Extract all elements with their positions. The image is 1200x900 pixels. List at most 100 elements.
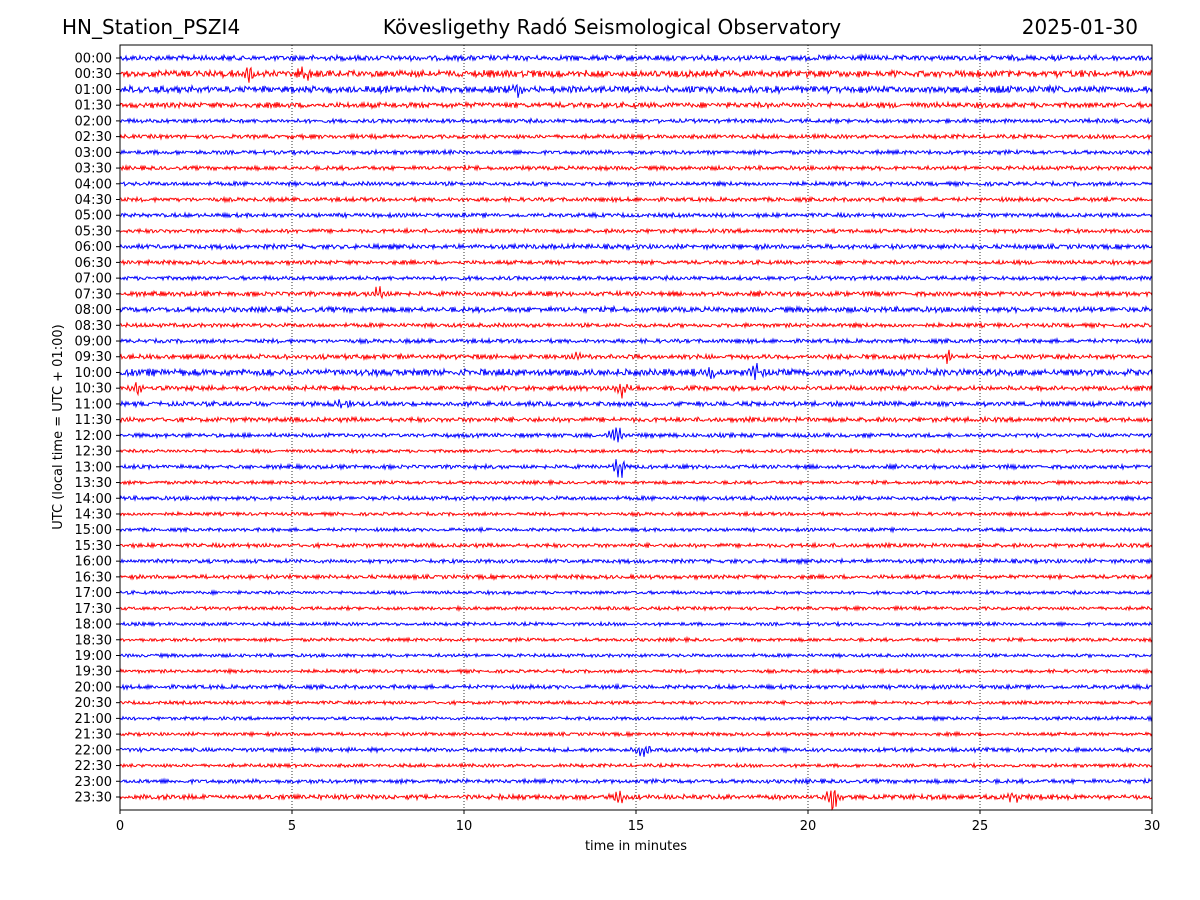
trace-1100 [119, 399, 1153, 409]
trace-0100 [119, 83, 1153, 98]
trace-1530 [119, 541, 1153, 550]
trace-1230 [119, 447, 1153, 455]
y-tick-label: 08:00 [75, 303, 112, 318]
trace-2100 [119, 714, 1153, 723]
station-title: HN_Station_PSZI4 [62, 15, 241, 39]
trace-1930 [119, 667, 1153, 676]
y-tick-label: 03:30 [75, 162, 112, 177]
y-tick-label: 09:00 [75, 335, 112, 350]
trace-2300 [119, 777, 1153, 786]
trace-1130 [119, 415, 1153, 424]
y-tick-label: 22:00 [75, 743, 112, 758]
x-tick-label: 0 [116, 819, 124, 834]
y-tick-label: 09:30 [75, 350, 112, 365]
trace-1200 [119, 427, 1153, 443]
trace-0230 [119, 132, 1153, 141]
y-tick-label: 02:00 [75, 114, 112, 129]
trace-0700 [119, 274, 1153, 283]
x-tick-label: 30 [1144, 819, 1161, 834]
y-tick-label: 20:00 [75, 680, 112, 695]
y-tick-label: 13:00 [75, 460, 112, 475]
trace-0130 [119, 100, 1153, 110]
y-tick-label: 21:30 [75, 728, 112, 743]
trace-0930 [119, 349, 1153, 365]
trace-0000 [119, 53, 1153, 63]
y-tick-label: 08:30 [75, 319, 112, 334]
trace-1630 [119, 572, 1153, 581]
y-tick-label: 21:00 [75, 712, 112, 727]
y-tick-label: 23:30 [75, 791, 112, 806]
trace-0430 [119, 195, 1153, 204]
trace-1800 [119, 620, 1153, 628]
y-tick-label: 23:00 [75, 775, 112, 790]
y-tick-label: 06:30 [75, 256, 112, 271]
trace-1500 [119, 526, 1153, 534]
y-tick-label: 20:30 [75, 696, 112, 711]
trace-2200 [119, 745, 1153, 757]
trace-0500 [119, 211, 1153, 220]
trace-0030 [119, 66, 1153, 83]
trace-1000 [119, 363, 1153, 380]
date-title: 2025-01-30 [1021, 15, 1138, 39]
x-tick-label: 15 [628, 819, 645, 834]
y-tick-label: 18:30 [75, 633, 112, 648]
y-axis-label: UTC (local time = UTC + 01:00) [51, 324, 66, 529]
y-tick-label: 04:00 [75, 177, 112, 192]
trace-2330 [119, 790, 1153, 811]
y-tick-label: 11:00 [75, 397, 112, 412]
trace-0630 [119, 258, 1153, 267]
y-tick-label: 05:30 [75, 224, 112, 239]
y-tick-label: 04:30 [75, 193, 112, 208]
y-tick-label: 13:30 [75, 476, 112, 491]
y-tick-label: 00:00 [75, 52, 112, 67]
y-tick-label: 15:00 [75, 523, 112, 538]
y-tick-label: 01:00 [75, 83, 112, 98]
y-tick-label: 17:00 [75, 586, 112, 601]
trace-1030 [119, 382, 1153, 399]
y-tick-label: 00:30 [75, 67, 112, 82]
trace-1700 [119, 588, 1153, 597]
y-tick-label: 16:30 [75, 570, 112, 585]
y-tick-label: 10:00 [75, 366, 112, 381]
trace-1900 [119, 652, 1153, 660]
y-tick-label: 02:30 [75, 130, 112, 145]
trace-0530 [119, 226, 1153, 235]
y-tick-label: 03:00 [75, 146, 112, 161]
trace-1730 [119, 604, 1153, 613]
y-tick-label: 15:30 [75, 539, 112, 554]
x-tick-label: 10 [456, 819, 473, 834]
y-tick-label: 11:30 [75, 413, 112, 428]
trace-0900 [119, 337, 1153, 346]
y-tick-label: 10:30 [75, 382, 112, 397]
x-tick-label: 5 [288, 819, 296, 834]
trace-2030 [119, 699, 1153, 707]
y-tick-label: 07:30 [75, 287, 112, 302]
y-tick-label: 19:00 [75, 649, 112, 664]
y-tick-label: 06:00 [75, 240, 112, 255]
trace-2130 [119, 730, 1153, 738]
trace-0730 [119, 286, 1153, 300]
y-tick-label: 18:00 [75, 618, 112, 633]
y-tick-label: 01:30 [75, 99, 112, 114]
x-tick-label: 20 [800, 819, 817, 834]
y-tick-label: 07:00 [75, 272, 112, 287]
trace-1330 [119, 478, 1153, 487]
trace-0830 [120, 321, 1153, 330]
y-tick-label: 12:00 [75, 429, 112, 444]
trace-0400 [119, 179, 1153, 188]
y-tick-label: 16:00 [75, 555, 112, 570]
trace-2230 [119, 761, 1153, 769]
y-tick-label: 05:00 [75, 209, 112, 224]
y-tick-label: 14:30 [75, 507, 112, 522]
trace-1430 [119, 510, 1153, 518]
trace-0200 [119, 116, 1153, 125]
y-tick-label: 12:30 [75, 445, 112, 460]
trace-0330 [119, 163, 1153, 173]
y-tick-label: 14:00 [75, 492, 112, 507]
y-tick-label: 17:30 [75, 602, 112, 617]
y-tick-label: 22:30 [75, 759, 112, 774]
y-tick-label: 19:30 [75, 665, 112, 680]
trace-2000 [119, 682, 1153, 692]
observatory-title: Kövesligethy Radó Seismological Observat… [382, 15, 842, 39]
